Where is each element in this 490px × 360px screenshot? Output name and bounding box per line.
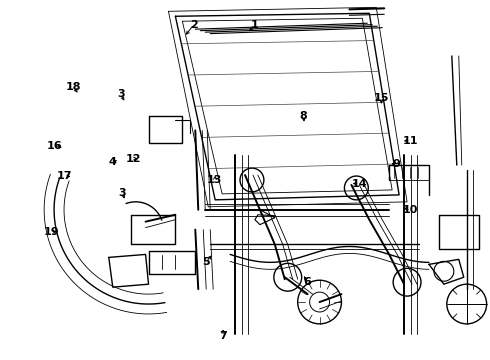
Text: 18: 18: [66, 82, 81, 92]
Text: 5: 5: [202, 257, 210, 267]
Text: 6: 6: [303, 277, 311, 287]
Text: 3: 3: [119, 188, 126, 198]
Text: 1: 1: [251, 19, 259, 30]
Text: 7: 7: [219, 332, 227, 342]
Text: 19: 19: [44, 227, 59, 237]
Text: 9: 9: [392, 159, 400, 169]
Text: 2: 2: [190, 19, 198, 30]
Text: 8: 8: [299, 111, 307, 121]
Text: 12: 12: [125, 154, 141, 163]
Text: 4: 4: [109, 157, 117, 167]
Text: 3: 3: [117, 89, 124, 99]
Text: 16: 16: [46, 141, 62, 151]
Text: 14: 14: [352, 179, 368, 189]
Text: 10: 10: [403, 205, 418, 215]
Text: 11: 11: [403, 136, 418, 146]
Text: 17: 17: [57, 171, 73, 181]
Text: 13: 13: [207, 175, 222, 185]
Text: 15: 15: [374, 93, 389, 103]
